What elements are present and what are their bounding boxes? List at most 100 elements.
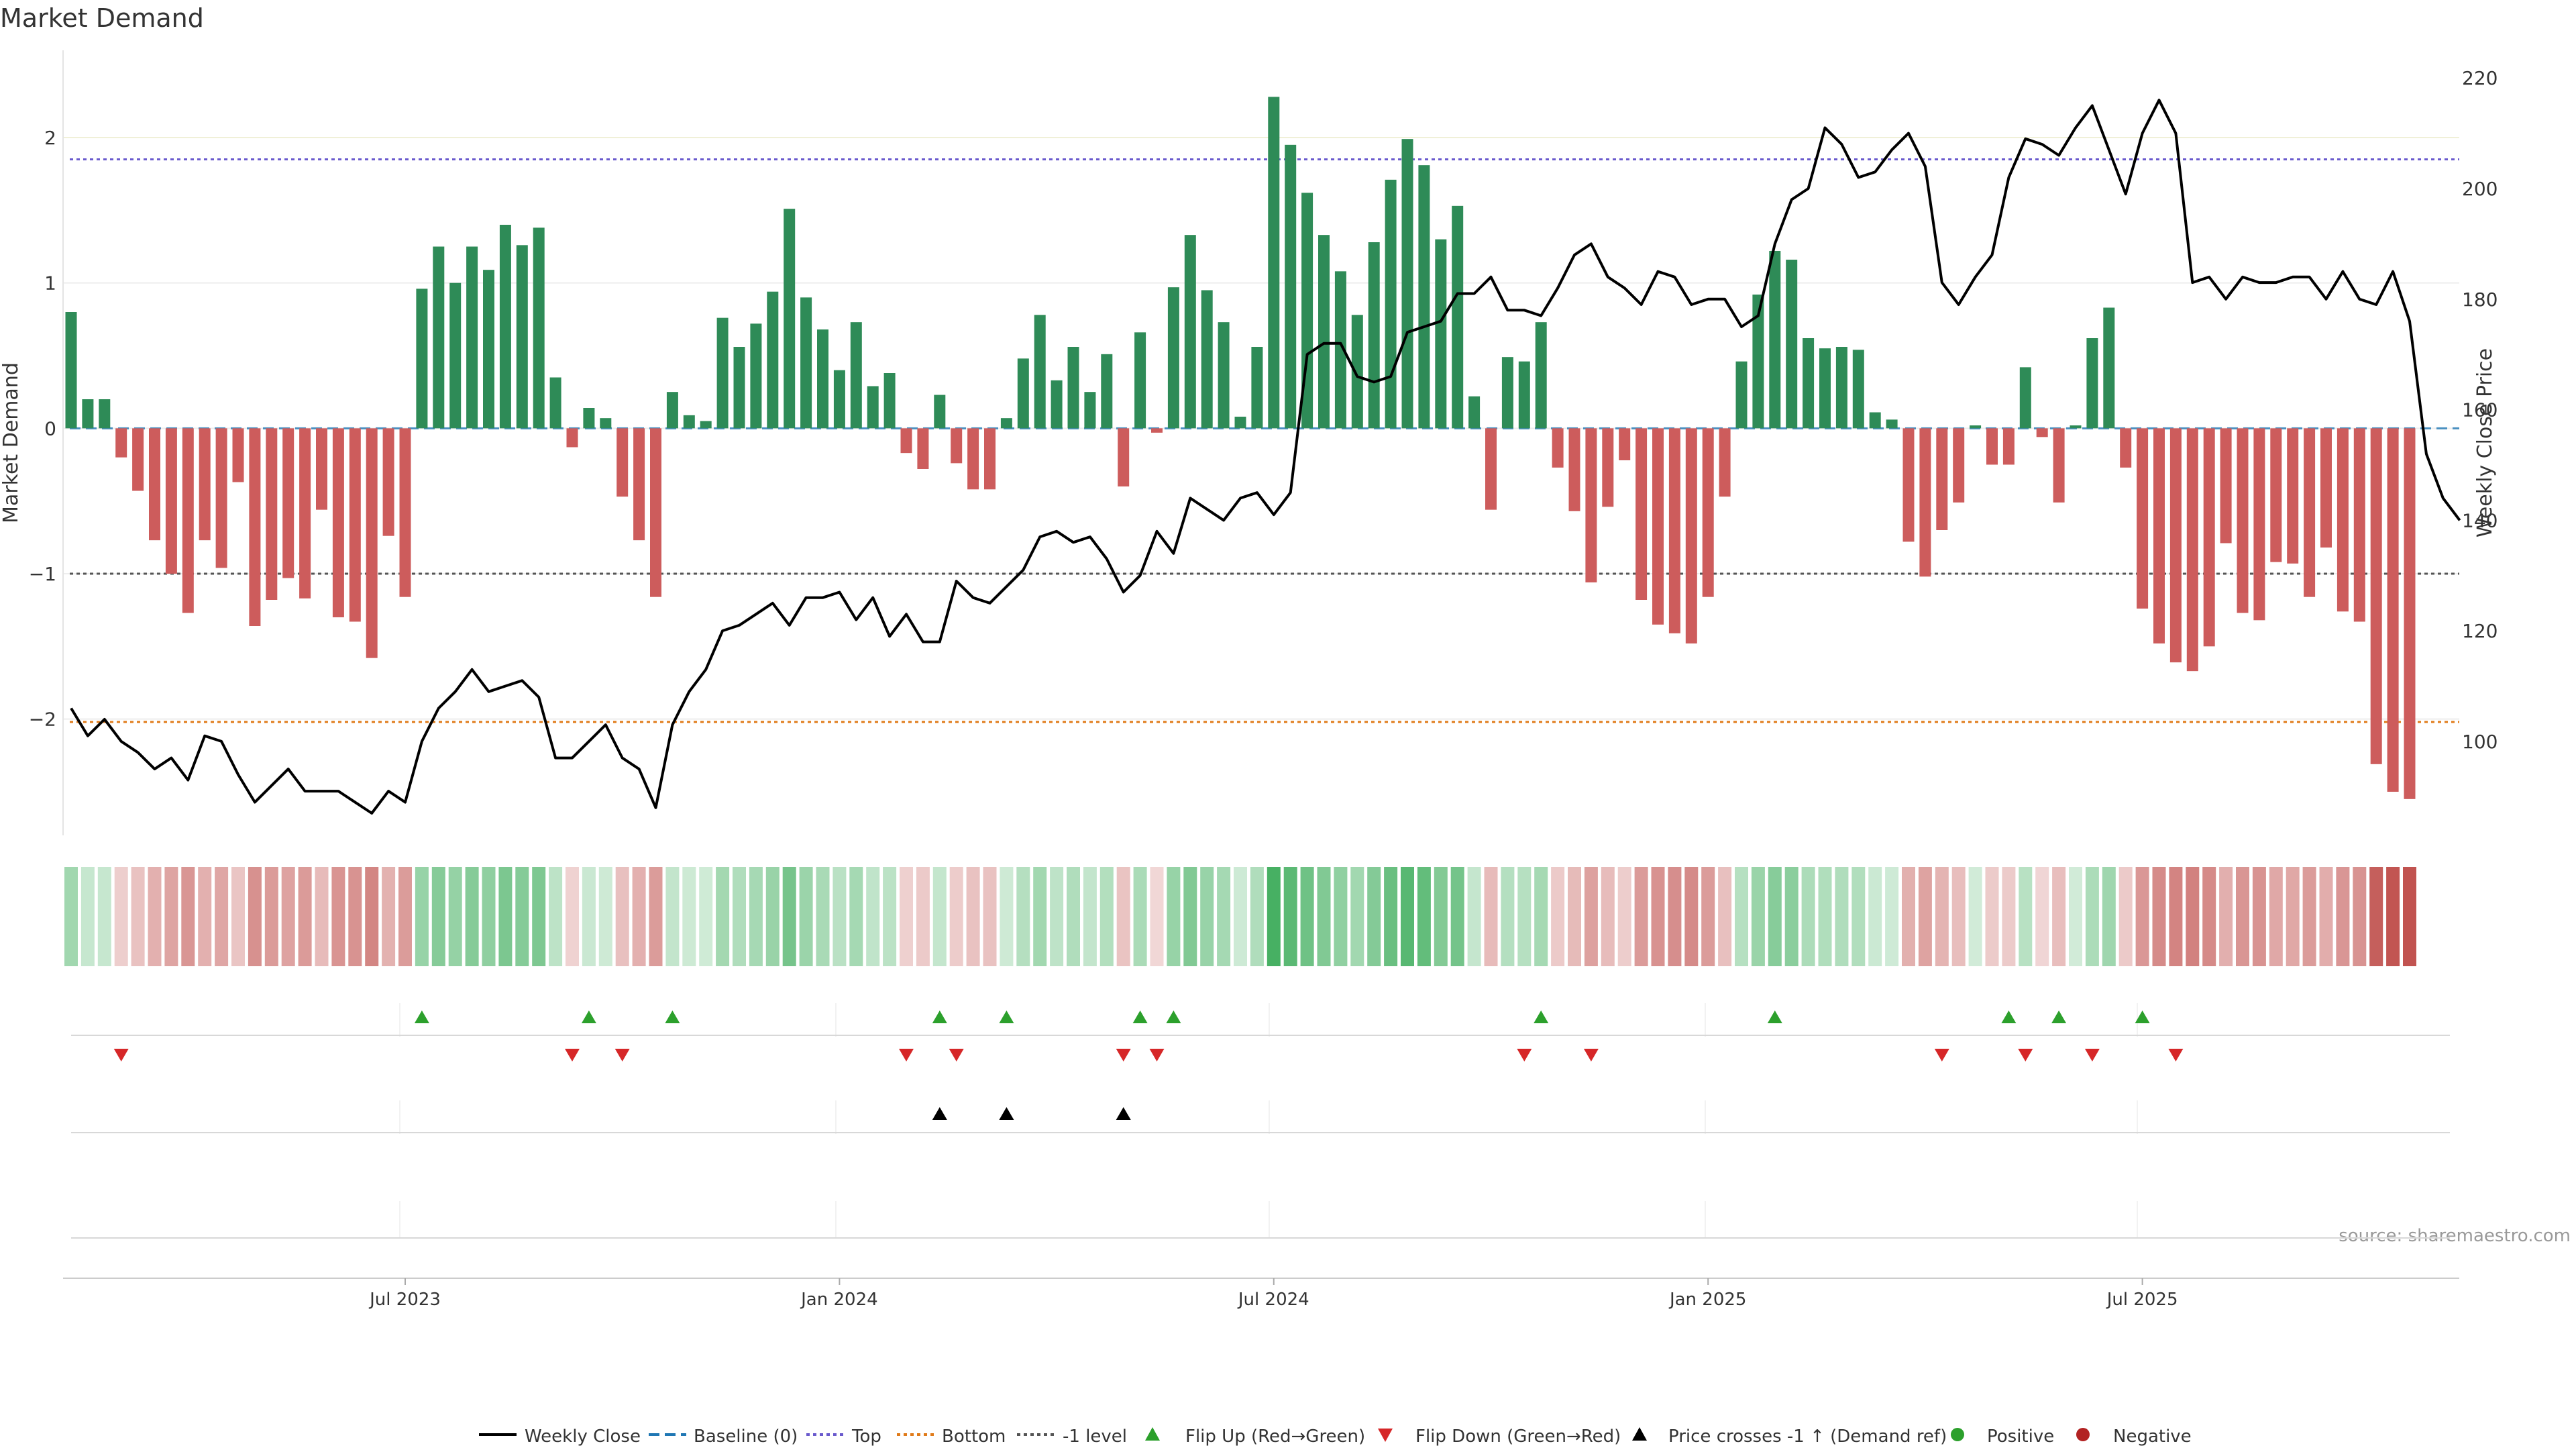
demand-bar <box>566 428 578 448</box>
demand-bar <box>1452 205 1464 429</box>
legend-label: Price crosses -1 ↑ (Demand ref) <box>1668 1427 1947 1447</box>
demand-bar <box>1167 287 1179 429</box>
demand-bar <box>1953 428 1965 503</box>
demand-bar <box>65 312 77 429</box>
demand-bar <box>2137 428 2149 609</box>
heat-cell <box>2219 867 2233 966</box>
flip-down-marker <box>949 1049 964 1061</box>
heat-cell <box>1701 867 1715 966</box>
demand-bar <box>700 421 712 429</box>
heat-cell <box>1250 867 1264 966</box>
heat-cell <box>2052 867 2066 966</box>
y-tick-label: 0 <box>44 417 56 439</box>
demand-bar <box>1418 165 1430 429</box>
demand-bar <box>800 297 812 429</box>
demand-bar <box>1468 396 1481 429</box>
heat-cell <box>1534 867 1548 966</box>
demand-bar <box>1084 392 1096 429</box>
demand-bar <box>616 428 629 497</box>
heat-cell <box>649 867 663 966</box>
flip-up-marker <box>2135 1010 2150 1023</box>
heat-cell <box>2403 867 2416 966</box>
heat-cell <box>231 867 245 966</box>
y2-tick-label: 180 <box>2462 289 2498 311</box>
legend-label: Top <box>851 1427 881 1447</box>
demand-bar <box>2237 428 2249 613</box>
demand-bar <box>1852 350 1864 429</box>
heat-cell <box>2169 867 2183 966</box>
heat-cell <box>1317 867 1331 966</box>
demand-bar <box>1635 428 1648 600</box>
demand-bar <box>132 428 144 491</box>
y-axis-label: Market Demand <box>0 362 23 523</box>
heat-cell <box>566 867 579 966</box>
heat-cell <box>966 867 980 966</box>
demand-bar <box>165 428 177 574</box>
heat-cell <box>498 867 513 966</box>
demand-bar <box>499 225 511 429</box>
demand-bar <box>483 270 494 429</box>
demand-bar <box>633 428 645 541</box>
heat-cell <box>1350 867 1364 966</box>
demand-bar <box>1585 428 1597 582</box>
heat-cell <box>1551 867 1565 966</box>
demand-bar <box>583 408 595 429</box>
demand-bar <box>883 373 896 429</box>
heat-cell <box>549 867 563 966</box>
heat-cell <box>1484 867 1498 966</box>
demand-bar <box>2070 425 2082 429</box>
demand-bar <box>2153 428 2165 643</box>
x-axis: Jul 2023 Jan 2024 Jul 2024 Jan 2025 Jul 2025 <box>63 1278 2459 1310</box>
flip-up-marker <box>2051 1010 2067 1023</box>
demand-bar <box>1034 315 1046 429</box>
demand-bar <box>215 428 227 568</box>
heat-cell <box>181 867 195 966</box>
flip-down-marker <box>1583 1049 1599 1061</box>
demand-bar <box>1769 251 1781 429</box>
flip-up-marker <box>999 1010 1014 1023</box>
demand-bar <box>199 428 211 541</box>
heat-cell <box>1751 867 1765 966</box>
heat-cell <box>2302 867 2316 966</box>
flip-up-marker <box>665 1010 680 1023</box>
heat-cell <box>1935 867 1949 966</box>
heat-cell <box>2118 867 2133 966</box>
demand-bar <box>1184 235 1196 429</box>
chart-title: Market Demand <box>0 3 204 33</box>
heat-cell <box>1634 867 1648 966</box>
source-note: source: sharemaestro.com <box>2339 1226 2571 1246</box>
demand-bar <box>249 428 261 626</box>
heat-cell <box>2336 867 2350 966</box>
heat-cell <box>164 867 178 966</box>
demand-bar <box>1970 425 1982 429</box>
flip-up-marker <box>1132 1010 1148 1023</box>
heat-cell <box>382 867 396 966</box>
demand-bar <box>1735 361 1748 429</box>
flip-up-marker <box>581 1010 596 1023</box>
demand-bar <box>1619 428 1631 460</box>
heat-cell <box>1801 867 1815 966</box>
weekly-close-line <box>70 99 2461 815</box>
heat-cell <box>431 867 445 966</box>
heat-cell <box>2135 867 2149 966</box>
heat-cell <box>1584 867 1598 966</box>
demand-bar <box>1702 428 1714 597</box>
heat-cell <box>215 867 229 966</box>
demand-bar <box>149 428 160 541</box>
heat-cell <box>1033 867 1047 966</box>
y-tick-label: 1 <box>44 272 56 295</box>
demand-bar <box>2287 428 2299 564</box>
demand-bar <box>1803 338 1815 429</box>
demand-bar <box>934 395 946 429</box>
heat-cell <box>1918 867 1932 966</box>
heat-cell <box>131 867 145 966</box>
demand-bar <box>2370 428 2382 764</box>
heat-cell <box>281 867 295 966</box>
flip-down-marker <box>899 1049 914 1061</box>
legend-label: Bottom <box>942 1427 1006 1447</box>
heat-cell <box>632 867 646 966</box>
heat-cell <box>1818 867 1832 966</box>
heat-cell <box>2186 867 2200 966</box>
legend-swatch-price-cross <box>1632 1427 1647 1441</box>
heat-cell <box>2085 867 2099 966</box>
